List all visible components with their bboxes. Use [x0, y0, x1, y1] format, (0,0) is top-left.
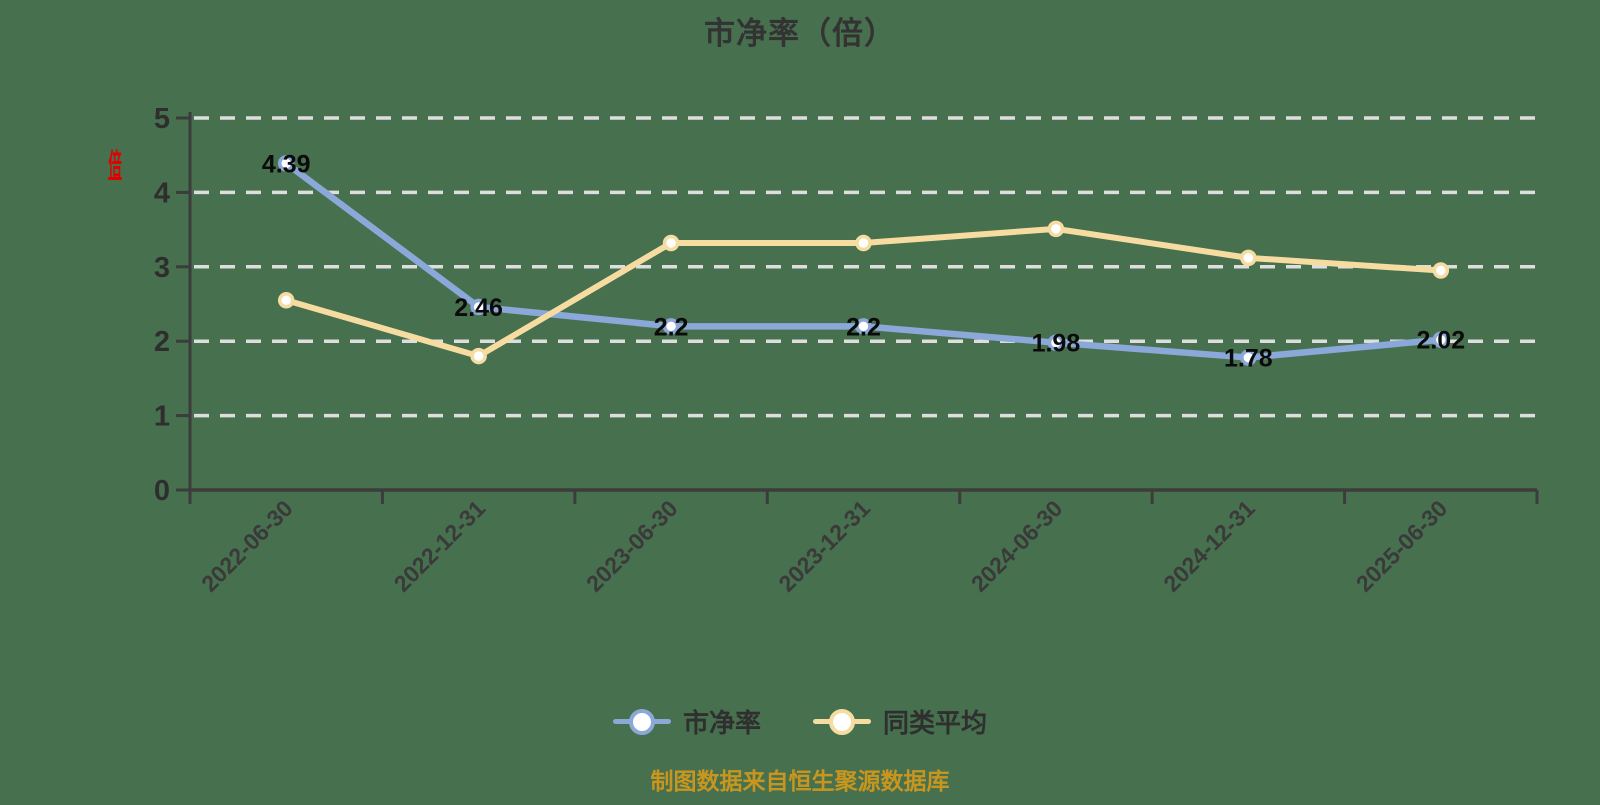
data-point-marker[interactable]	[1047, 220, 1065, 238]
y-tick-label: 2	[154, 326, 170, 358]
data-source-caption: 制图数据来自恒生聚源数据库	[650, 768, 950, 794]
data-point-marker[interactable]	[662, 318, 680, 335]
page-title: 市净率（倍）	[704, 16, 896, 51]
legend-item-series-1[interactable]: 同类平均	[813, 703, 987, 740]
data-point-marker[interactable]	[662, 234, 680, 252]
data-point-label: 2.46	[454, 294, 503, 322]
data-point-marker[interactable]	[277, 292, 295, 309]
data-point-label: 2.2	[846, 313, 881, 341]
y-axis-unit-label: 倍	[108, 149, 122, 182]
data-point-marker[interactable]	[1047, 334, 1065, 351]
x-tick-label: 2024-06-30	[966, 495, 1068, 597]
x-tick-label: 2023-06-30	[581, 495, 683, 597]
data-point-label: 2.2	[654, 313, 689, 341]
data-point-marker[interactable]	[1432, 331, 1450, 348]
legend-label-series-0: 市净率	[682, 708, 761, 738]
data-point-marker[interactable]	[1240, 249, 1257, 267]
legend-item-series-0[interactable]: 市净率	[612, 703, 761, 740]
legend-label-series-1: 同类平均	[883, 708, 988, 738]
y-tick-label: 1	[154, 401, 170, 433]
x-tick-label: 2023-12-31	[773, 495, 875, 597]
data-point-marker[interactable]	[855, 234, 872, 252]
x-tick-label: 2022-12-31	[389, 495, 491, 597]
data-point-marker[interactable]	[1432, 262, 1450, 279]
data-point-label: 1.98	[1032, 330, 1081, 358]
data-point-marker[interactable]	[277, 155, 295, 172]
chart-legend: 市净率 同类平均	[0, 703, 1600, 740]
data-point-label: 1.78	[1224, 345, 1273, 373]
x-tick-label: 2025-06-30	[1351, 495, 1453, 597]
y-tick-label: 5	[154, 103, 170, 135]
y-tick-label: 3	[154, 252, 170, 284]
data-point-marker[interactable]	[470, 347, 487, 365]
x-tick-label: 2024-12-31	[1158, 495, 1260, 597]
y-tick-label: 4	[154, 177, 170, 209]
data-point-marker[interactable]	[855, 318, 872, 335]
x-tick-label: 2022-06-30	[196, 495, 298, 597]
data-point-marker[interactable]	[470, 298, 487, 316]
data-point-label: 2.02	[1416, 327, 1465, 355]
y-tick-label: 0	[154, 475, 170, 507]
data-point-marker[interactable]	[1240, 349, 1257, 366]
data-point-label: 4.39	[262, 150, 311, 178]
legend-marker-series-1-icon	[813, 708, 871, 735]
legend-marker-series-0-icon	[612, 708, 671, 735]
